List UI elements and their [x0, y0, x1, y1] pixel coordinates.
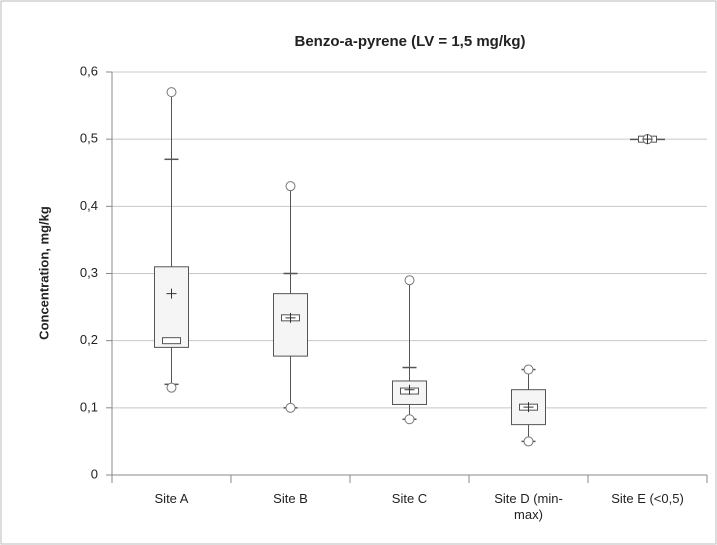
x-tick-label: Site E (<0,5)	[611, 491, 684, 506]
min-point	[166, 382, 177, 393]
y-tick-label: 0,2	[80, 332, 98, 347]
mean	[404, 384, 415, 395]
chart-title: Benzo-a-pyrene (LV = 1,5 mg/kg)	[294, 33, 525, 50]
x-tick-label-box: Site B	[273, 491, 308, 506]
x-tick-label: Site B	[273, 491, 308, 506]
x-tick-label-box: Site C	[391, 491, 428, 506]
min-point	[523, 436, 534, 447]
max-point	[166, 87, 177, 98]
box	[273, 293, 308, 357]
x-tick-label-box: Site D (min- max)	[494, 491, 563, 522]
x-tick-label: Site A	[154, 491, 189, 506]
y-tick-label: 0,6	[80, 63, 98, 78]
max-point	[285, 181, 296, 192]
y-tick-label: 0,5	[80, 131, 98, 146]
mean	[285, 312, 296, 323]
min-point	[404, 414, 415, 425]
mean	[642, 134, 653, 145]
y-tick-label: 0,3	[80, 265, 98, 280]
max-point	[523, 364, 534, 375]
box	[154, 266, 189, 348]
x-tick-label: Site D (min- max)	[494, 491, 563, 522]
y-tick-label: 0	[91, 466, 98, 481]
mean	[166, 288, 177, 299]
y-tick-label: 0,1	[80, 399, 98, 414]
max-point	[404, 275, 415, 286]
x-tick-label: Site C	[391, 491, 428, 506]
min-point	[285, 402, 296, 413]
y-axis-label: Concentration, mg/kg	[36, 206, 51, 340]
median	[162, 337, 181, 345]
x-tick-label-box: Site A	[154, 491, 189, 506]
mean	[523, 402, 534, 413]
x-tick-label-box: Site E (<0,5)	[611, 491, 684, 506]
y-tick-label: 0,4	[80, 198, 98, 213]
